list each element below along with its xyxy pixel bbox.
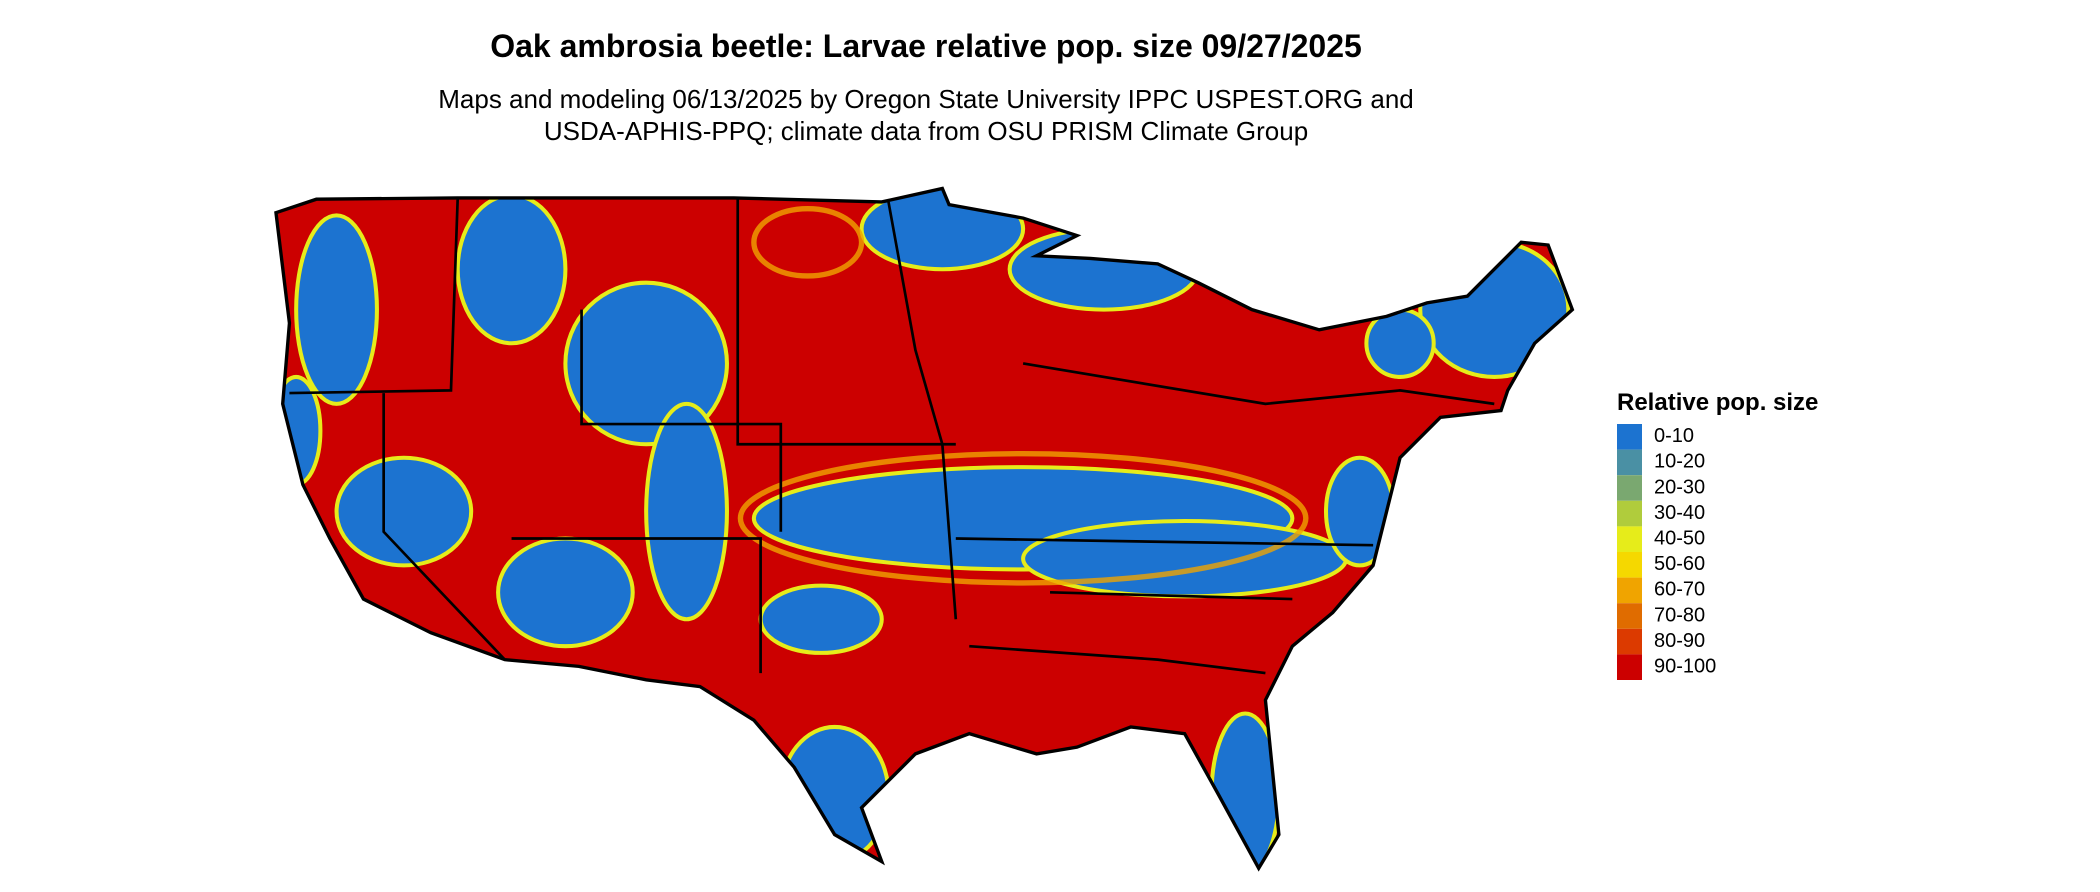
subtitle: Maps and modeling 06/13/2025 by Oregon S… (438, 84, 1414, 114)
legend-label: 20-30 (1654, 476, 1705, 498)
legend-label: 30-40 (1654, 502, 1705, 524)
legend-title: Relative pop. size (1617, 389, 1818, 416)
legend-swatch (1617, 603, 1642, 629)
legend: 0-10 10-20 20-30 30-40 40-50 50-60 60-70 70-80 8… (1617, 424, 1716, 680)
legend-swatch (1617, 526, 1642, 552)
legend-swatch (1617, 424, 1642, 450)
legend-label: 0-10 (1654, 425, 1694, 447)
legend-label: 40-50 (1654, 527, 1705, 549)
subtitle: USDA-APHIS-PPQ; climate data from OSU PR… (544, 116, 1308, 146)
legend-label: 10-20 (1654, 451, 1705, 473)
legend-label: 90-100 (1654, 655, 1716, 677)
legend-label: 60-70 (1654, 579, 1705, 601)
legend-swatch (1617, 577, 1642, 604)
legend-swatch (1617, 552, 1642, 578)
legend-label: 70-80 (1654, 604, 1705, 626)
legend-swatch (1617, 500, 1642, 527)
legend-swatch (1617, 628, 1642, 655)
legend-label: 80-90 (1654, 630, 1705, 652)
map (274, 186, 1575, 872)
map-title: Oak ambrosia beetle: Larvae relative pop… (490, 28, 1362, 64)
legend-label: 50-60 (1654, 553, 1705, 575)
legend-swatch (1617, 654, 1642, 680)
legend-swatch (1617, 475, 1642, 501)
legend-swatch (1617, 449, 1642, 476)
